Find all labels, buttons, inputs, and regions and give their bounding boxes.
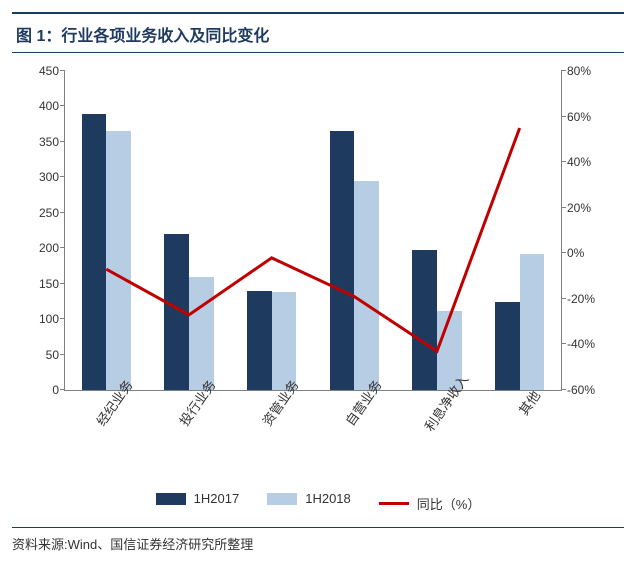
yoy-line xyxy=(106,128,519,351)
line-layer xyxy=(65,71,561,390)
y-left-tick: 300 xyxy=(39,171,59,183)
figure-index: 图 1： xyxy=(16,28,61,45)
legend-label: 同比（%） xyxy=(417,494,481,513)
y-left-tick: 100 xyxy=(39,313,59,325)
y-right-tick: 0% xyxy=(567,247,584,259)
legend-label: 1H2017 xyxy=(194,491,240,506)
figure-title-row: 图 1：行业各项业务收入及同比变化 xyxy=(12,14,624,53)
legend: 1H2017 1H2018 同比（%） xyxy=(12,483,624,527)
y-left-tick: 350 xyxy=(39,136,59,148)
y-left-tick: 250 xyxy=(39,207,59,219)
legend-label: 1H2018 xyxy=(305,491,351,506)
y-right-tick: 40% xyxy=(567,156,591,168)
y-left-tick: 0 xyxy=(52,384,59,396)
figure-title: 图 1：行业各项业务收入及同比变化 xyxy=(16,28,269,45)
x-axis-labels: 经纪业务投行业务资管业务自营业务利息净收入其他 xyxy=(64,391,562,477)
y-left-tick: 450 xyxy=(39,65,59,77)
y-right-tick: 80% xyxy=(567,65,591,77)
y-right-tick: -20% xyxy=(567,293,595,305)
legend-bar-swatch xyxy=(267,493,297,505)
y-right-tick: -60% xyxy=(567,384,595,396)
y-left-tick: 200 xyxy=(39,242,59,254)
figure-container: 图 1：行业各项业务收入及同比变化 0 50 100 150 200 250 300 350 4… xyxy=(12,12,624,553)
legend-item: 1H2018 xyxy=(267,491,351,506)
y-right-tick: 60% xyxy=(567,111,591,123)
legend-item: 1H2017 xyxy=(156,491,240,506)
y-right-tick: 20% xyxy=(567,202,591,214)
legend-item: 同比（%） xyxy=(379,494,481,513)
legend-line-swatch xyxy=(379,502,409,505)
chart-area: 0 50 100 150 200 250 300 350 400 450 -60% -40% -20% 0… xyxy=(12,53,624,483)
y-left-tick: 400 xyxy=(39,100,59,112)
figure-title-text: 行业各项业务收入及同比变化 xyxy=(61,28,269,45)
y-left-tick: 150 xyxy=(39,278,59,290)
legend-bar-swatch xyxy=(156,493,186,505)
x-category-label: 其他 xyxy=(513,386,543,418)
source-text: 资料来源:Wind、国信证券经济研究所整理 xyxy=(12,537,253,552)
y-left-tick: 50 xyxy=(46,349,59,361)
plot-region: 050100150200250300350400450-60%-40%-20%0… xyxy=(64,71,562,391)
y-right-tick: -40% xyxy=(567,338,595,350)
